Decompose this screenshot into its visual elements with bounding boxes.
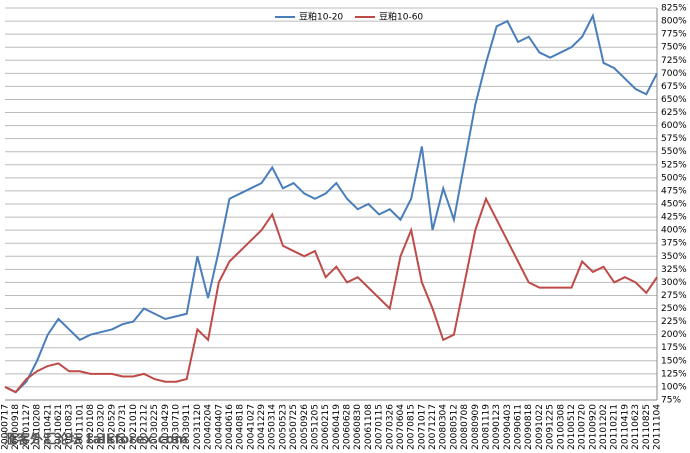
y-tick-label: 775%: [661, 30, 687, 40]
x-tick-label: 20090123: [492, 404, 502, 450]
y-tick-label: 675%: [661, 82, 687, 92]
y-tick-label: 450%: [661, 200, 687, 210]
x-tick-label: 20060628: [343, 404, 353, 450]
y-tick-label: 225%: [661, 317, 687, 327]
y-tick-label: 375%: [661, 239, 687, 249]
x-tick-label: 20050523: [278, 404, 288, 450]
y-tick-label: 400%: [661, 226, 687, 236]
x-tick-label: 20030225: [150, 404, 160, 450]
x-tick-label: 20040204: [204, 404, 214, 450]
y-tick-label: 625%: [661, 108, 687, 118]
y-tick-label: 750%: [661, 43, 687, 53]
x-tick-label: 20111104: [653, 404, 663, 450]
x-tick-label: 20020529: [107, 404, 117, 450]
y-tick-label: 525%: [661, 160, 687, 170]
x-tick-label: 20021212: [139, 404, 149, 450]
y-tick-label: 725%: [661, 56, 687, 66]
y-tick-label: 600%: [661, 121, 687, 131]
x-tick-label: 20070115: [375, 404, 385, 450]
x-tick-label: 20080512: [449, 404, 459, 450]
x-tick-label: 20020108: [86, 404, 96, 450]
x-tick-label: 20100308: [556, 404, 566, 450]
x-tick-label: 20011101: [75, 404, 85, 450]
y-tick-label: 550%: [661, 147, 687, 157]
x-tick-label: 20080304: [439, 404, 449, 450]
x-tick-label: 20010621: [54, 404, 64, 450]
y-tick-label: 175%: [661, 343, 687, 353]
x-tick-label: 20041027: [246, 404, 256, 450]
x-tick-label: 20110419: [620, 404, 630, 450]
legend-label: 豆粕10-60: [379, 11, 423, 23]
x-tick-label: 20070326: [385, 404, 395, 450]
x-tick-label: 20030710: [172, 404, 182, 450]
x-tick-label: 20051205: [310, 404, 320, 450]
y-tick-label: 150%: [661, 356, 687, 366]
x-tick-label: 20060215: [321, 404, 331, 450]
y-tick-label: 475%: [661, 186, 687, 196]
y-tick-label: 100%: [661, 382, 687, 392]
x-tick-label: 20091022: [535, 404, 545, 450]
x-tick-label: 20010208: [33, 404, 43, 450]
y-tick-label: 200%: [661, 330, 687, 340]
x-tick-label: 20050725: [289, 404, 299, 450]
x-tick-label: 20060830: [353, 404, 363, 450]
x-tick-label: 20061108: [364, 404, 374, 450]
x-tick-label: 20010823: [65, 404, 75, 450]
x-tick-label: 20110825: [642, 404, 652, 450]
y-tick-label: 825%: [661, 4, 687, 14]
y-tick-label: 800%: [661, 17, 687, 27]
x-tick-label: 20080708: [460, 404, 470, 450]
x-tick-label: 20040818: [236, 404, 246, 450]
y-tick-label: 700%: [661, 69, 687, 79]
x-tick-label: 20041229: [257, 404, 267, 450]
x-tick-label: 20040407: [214, 404, 224, 450]
y-tick-label: 500%: [661, 173, 687, 183]
y-tick-label: 325%: [661, 265, 687, 275]
x-tick-label: 20031120: [193, 404, 203, 450]
x-tick-label: 20050926: [300, 404, 310, 450]
y-tick-label: 650%: [661, 95, 687, 105]
x-tick-label: 20100920: [588, 404, 598, 450]
series-line: [4, 196, 658, 394]
x-tick-label: 20081119: [481, 404, 491, 450]
x-tick-label: 20091225: [546, 404, 556, 450]
y-tick-label: 275%: [661, 291, 687, 301]
y-tick-label: 425%: [661, 213, 687, 223]
x-tick-label: 20000717: [1, 404, 11, 450]
x-tick-label: 20060419: [332, 404, 342, 450]
x-tick-label: 20090818: [524, 404, 534, 450]
x-tick-label: 20101202: [599, 404, 609, 450]
x-tick-label: 20030911: [182, 404, 192, 450]
x-tick-label: 20100720: [578, 404, 588, 450]
x-tick-label: 20110211: [610, 404, 620, 450]
x-tick-label: 20070815: [407, 404, 417, 450]
x-tick-label: 20090403: [503, 404, 513, 450]
y-tick-label: 75%: [661, 396, 681, 406]
x-tick-label: 20050314: [268, 404, 278, 450]
series-line: [4, 12, 658, 394]
x-tick-label: 20001127: [22, 404, 32, 450]
x-tick-label: 20000918: [11, 404, 21, 450]
y-tick-label: 125%: [661, 369, 687, 379]
y-tick-label: 350%: [661, 252, 687, 262]
x-tick-label: 20040616: [225, 404, 235, 450]
x-tick-label: 20110623: [631, 404, 641, 450]
x-tick-label: 20020731: [118, 404, 128, 450]
x-tick-label: 20020320: [97, 404, 107, 450]
x-tick-label: 20100512: [567, 404, 577, 450]
legend-label: 豆粕10-20: [299, 11, 343, 23]
x-tick-label: 20080909: [471, 404, 481, 450]
x-tick-label: 20021010: [129, 404, 139, 450]
watermark: 滙客外汇论坛 talkforex.com: [4, 432, 188, 448]
x-tick-label: 20090611: [514, 404, 524, 450]
y-tick-label: 575%: [661, 134, 687, 144]
x-tick-label: 20030429: [161, 404, 171, 450]
y-tick-label: 300%: [661, 278, 687, 288]
x-tick-label: 20010421: [43, 404, 53, 450]
x-tick-label: 20070604: [396, 404, 406, 450]
y-tick-label: 250%: [661, 304, 687, 314]
x-tick-label: 20071217: [428, 404, 438, 450]
x-tick-label: 20071017: [417, 404, 427, 450]
